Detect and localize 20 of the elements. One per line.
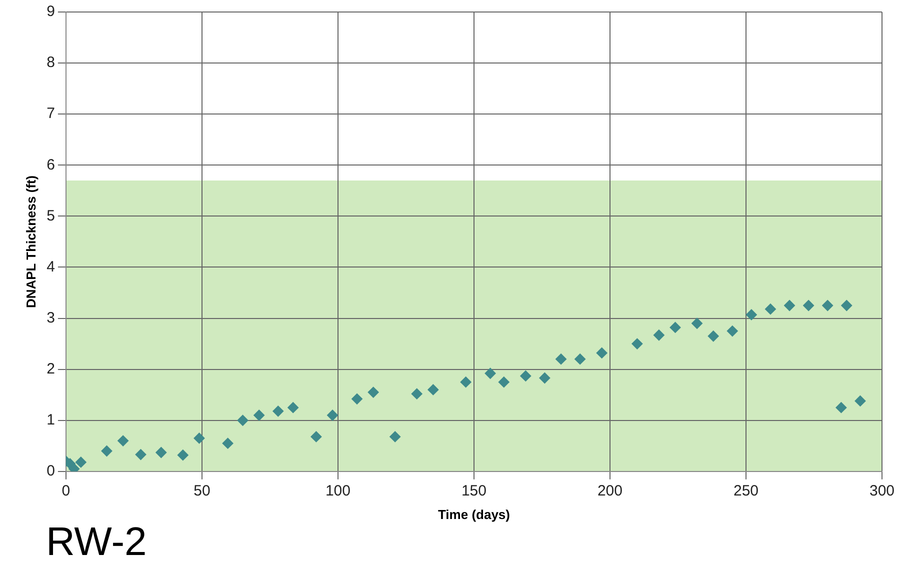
y-tick-label: 7 — [46, 105, 55, 122]
y-tick-label: 4 — [46, 258, 55, 276]
y-tick-label: 9 — [46, 3, 55, 20]
y-tick-label: 5 — [46, 207, 55, 224]
x-tick-label: 150 — [461, 482, 486, 500]
x-axis-title: Time (days) — [438, 506, 510, 522]
x-tick-label: 200 — [597, 482, 622, 500]
y-tick-label: 8 — [46, 54, 55, 72]
x-tick-label: 50 — [194, 482, 210, 500]
y-tick-label: 6 — [46, 156, 55, 174]
text: RW-2 — [46, 520, 147, 565]
y-tick-label: 0 — [46, 462, 55, 480]
x-tick-label: 250 — [733, 482, 759, 500]
y-tick-label: 1 — [46, 411, 55, 428]
x-tick-label: 100 — [325, 482, 350, 500]
y-tick-label: 2 — [46, 360, 55, 378]
y-tick-label: 3 — [46, 309, 55, 326]
x-tick-label: 0 — [62, 482, 70, 500]
x-tick-label: 300 — [869, 482, 895, 500]
y-axis-title: DNAPL Thickness (ft) — [23, 175, 38, 308]
